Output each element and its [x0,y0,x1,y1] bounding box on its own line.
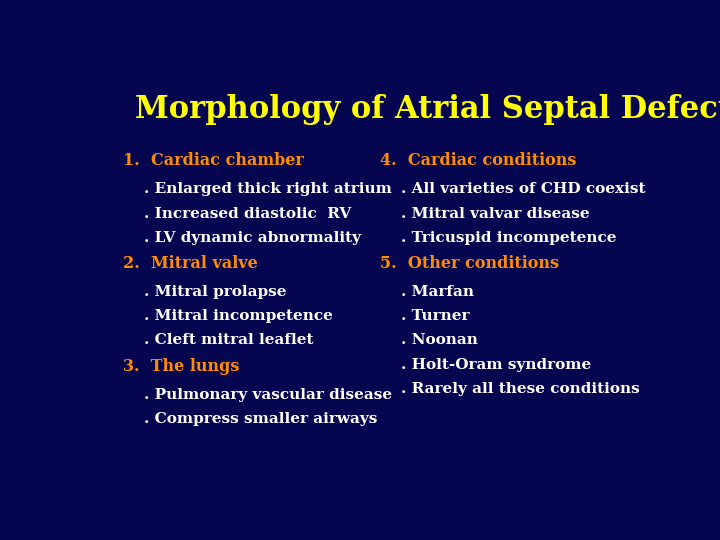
Text: . Mitral valvar disease: . Mitral valvar disease [380,207,590,220]
Text: . Cleft mitral leaflet: . Cleft mitral leaflet [124,333,314,347]
Text: 3.  The lungs: 3. The lungs [124,357,240,375]
Text: . LV dynamic abnormality: . LV dynamic abnormality [124,231,361,245]
Text: 2.  Mitral valve: 2. Mitral valve [124,255,258,272]
Text: . Holt-Oram syndrome: . Holt-Oram syndrome [380,357,591,372]
Text: . Enlarged thick right atrium: . Enlarged thick right atrium [124,183,392,197]
Text: . Tricuspid incompetence: . Tricuspid incompetence [380,231,616,245]
Text: . Compress smaller airways: . Compress smaller airways [124,412,378,426]
Text: 1.  Cardiac chamber: 1. Cardiac chamber [124,152,305,169]
Text: . Mitral incompetence: . Mitral incompetence [124,309,333,323]
Text: . Noonan: . Noonan [380,333,478,347]
Text: . Turner: . Turner [380,309,469,323]
Text: . Increased diastolic  RV: . Increased diastolic RV [124,207,352,220]
Text: 4.  Cardiac conditions: 4. Cardiac conditions [380,152,577,169]
Text: . Mitral prolapse: . Mitral prolapse [124,285,287,299]
Text: . Rarely all these conditions: . Rarely all these conditions [380,382,640,396]
Text: . Marfan: . Marfan [380,285,474,299]
Text: Morphology of Atrial Septal Defect: Morphology of Atrial Septal Defect [135,94,720,125]
Text: . Pulmonary vascular disease: . Pulmonary vascular disease [124,388,392,402]
Text: 5.  Other conditions: 5. Other conditions [380,255,559,272]
Text: . All varieties of CHD coexist: . All varieties of CHD coexist [380,183,646,197]
